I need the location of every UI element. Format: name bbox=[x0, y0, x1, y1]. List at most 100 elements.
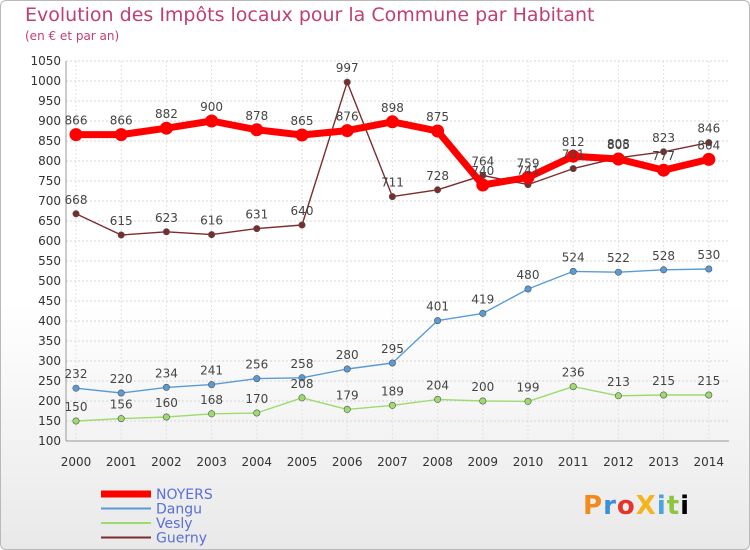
data-point-noyers bbox=[566, 149, 580, 163]
y-tick-label: 350 bbox=[38, 334, 61, 348]
data-point-guerny bbox=[162, 228, 170, 236]
y-tick-label: 700 bbox=[38, 194, 61, 208]
data-point-guerny bbox=[117, 231, 125, 239]
legend-label-guerny: Guerny bbox=[156, 531, 207, 547]
data-label-noyers: 875 bbox=[426, 110, 449, 124]
data-label-vesly: 189 bbox=[381, 384, 404, 398]
data-label-dangu: 258 bbox=[291, 357, 314, 371]
data-label-dangu: 401 bbox=[426, 300, 449, 314]
y-tick-label: 800 bbox=[38, 154, 61, 168]
data-point-noyers bbox=[69, 128, 83, 142]
data-label-guerny: 741 bbox=[517, 164, 540, 178]
data-point-vesly bbox=[705, 391, 713, 399]
data-label-noyers: 882 bbox=[155, 107, 178, 121]
data-point-dangu bbox=[162, 383, 170, 391]
data-point-guerny bbox=[388, 193, 396, 201]
data-label-dangu: 419 bbox=[471, 292, 494, 306]
data-label-noyers: 900 bbox=[200, 100, 223, 114]
data-point-dangu bbox=[72, 384, 80, 392]
data-label-guerny: 728 bbox=[426, 169, 449, 183]
data-label-noyers: 759 bbox=[517, 156, 540, 170]
data-point-dangu bbox=[298, 374, 306, 382]
data-point-guerny bbox=[705, 139, 713, 147]
data-point-dangu bbox=[569, 267, 577, 275]
proxiti-logo: ProXiti bbox=[583, 491, 691, 521]
data-label-vesly: 213 bbox=[607, 375, 630, 389]
data-label-guerny: 616 bbox=[200, 214, 223, 228]
data-point-noyers bbox=[521, 170, 535, 184]
data-point-dangu bbox=[614, 268, 622, 276]
data-point-dangu bbox=[524, 285, 532, 293]
y-tick-label: 100 bbox=[38, 434, 61, 448]
y-tick-label: 450 bbox=[38, 294, 61, 308]
y-tick-label: 550 bbox=[38, 254, 61, 268]
data-label-vesly: 204 bbox=[426, 378, 449, 392]
data-label-vesly: 160 bbox=[155, 396, 178, 410]
data-label-vesly: 215 bbox=[652, 374, 675, 388]
x-tick-label: 2008 bbox=[422, 455, 453, 469]
y-tick-label: 650 bbox=[38, 214, 61, 228]
data-label-guerny: 764 bbox=[471, 154, 494, 168]
data-label-dangu: 220 bbox=[110, 372, 133, 386]
data-label-dangu: 241 bbox=[200, 364, 223, 378]
data-point-vesly bbox=[298, 394, 306, 402]
y-tick-label: 950 bbox=[38, 94, 61, 108]
data-label-dangu: 256 bbox=[245, 358, 268, 372]
data-point-vesly bbox=[162, 413, 170, 421]
data-label-noyers: 805 bbox=[607, 138, 630, 152]
data-point-guerny bbox=[434, 186, 442, 194]
data-point-dangu bbox=[660, 266, 668, 274]
y-tick-label: 150 bbox=[38, 414, 61, 428]
legend-label-vesly: Vesly bbox=[156, 516, 193, 532]
data-label-vesly: 208 bbox=[291, 377, 314, 391]
data-point-dangu bbox=[343, 365, 351, 373]
y-tick-label: 500 bbox=[38, 274, 61, 288]
data-label-noyers: 804 bbox=[697, 138, 720, 152]
data-point-dangu bbox=[479, 309, 487, 317]
x-tick-label: 2005 bbox=[287, 455, 318, 469]
x-tick-label: 2003 bbox=[196, 455, 227, 469]
data-point-dangu bbox=[117, 389, 125, 397]
data-label-guerny: 668 bbox=[65, 193, 88, 207]
data-point-noyers bbox=[657, 163, 671, 177]
data-point-dangu bbox=[208, 381, 216, 389]
data-label-noyers: 898 bbox=[381, 101, 404, 115]
y-tick-label: 850 bbox=[38, 134, 61, 148]
data-point-guerny bbox=[253, 225, 261, 233]
data-point-vesly bbox=[614, 392, 622, 400]
data-label-noyers: 866 bbox=[110, 114, 133, 128]
legend-label-dangu: Dangu bbox=[156, 502, 202, 518]
data-label-noyers: 866 bbox=[65, 114, 88, 128]
data-label-guerny: 640 bbox=[291, 204, 314, 218]
x-tick-label: 2009 bbox=[468, 455, 499, 469]
data-label-guerny: 808 bbox=[607, 137, 630, 151]
data-point-noyers bbox=[205, 114, 219, 128]
data-label-guerny: 846 bbox=[697, 122, 720, 136]
data-label-dangu: 530 bbox=[697, 248, 720, 262]
data-label-vesly: 179 bbox=[336, 388, 359, 402]
data-label-dangu: 480 bbox=[517, 268, 540, 282]
data-point-guerny bbox=[569, 165, 577, 173]
data-point-noyers bbox=[702, 152, 716, 166]
x-tick-label: 2004 bbox=[242, 455, 273, 469]
x-tick-label: 2006 bbox=[332, 455, 363, 469]
data-point-dangu bbox=[253, 375, 261, 383]
y-tick-label: 600 bbox=[38, 234, 61, 248]
data-label-noyers: 878 bbox=[245, 109, 268, 123]
data-label-dangu: 234 bbox=[155, 366, 178, 380]
data-point-noyers bbox=[431, 124, 445, 138]
data-label-dangu: 528 bbox=[652, 249, 675, 263]
chart-title: Evolution des Impôts locaux pour la Comm… bbox=[25, 4, 595, 26]
data-label-guerny: 997 bbox=[336, 61, 359, 75]
data-point-vesly bbox=[569, 383, 577, 391]
data-label-noyers: 812 bbox=[562, 135, 585, 149]
data-point-noyers bbox=[114, 128, 128, 142]
data-label-guerny: 823 bbox=[652, 131, 675, 145]
data-point-noyers bbox=[295, 128, 309, 142]
data-point-vesly bbox=[117, 415, 125, 423]
data-label-vesly: 150 bbox=[65, 400, 88, 414]
y-tick-label: 300 bbox=[38, 354, 61, 368]
data-label-noyers: 865 bbox=[291, 114, 314, 128]
chart-subtitle: (en € et par an) bbox=[25, 29, 120, 43]
